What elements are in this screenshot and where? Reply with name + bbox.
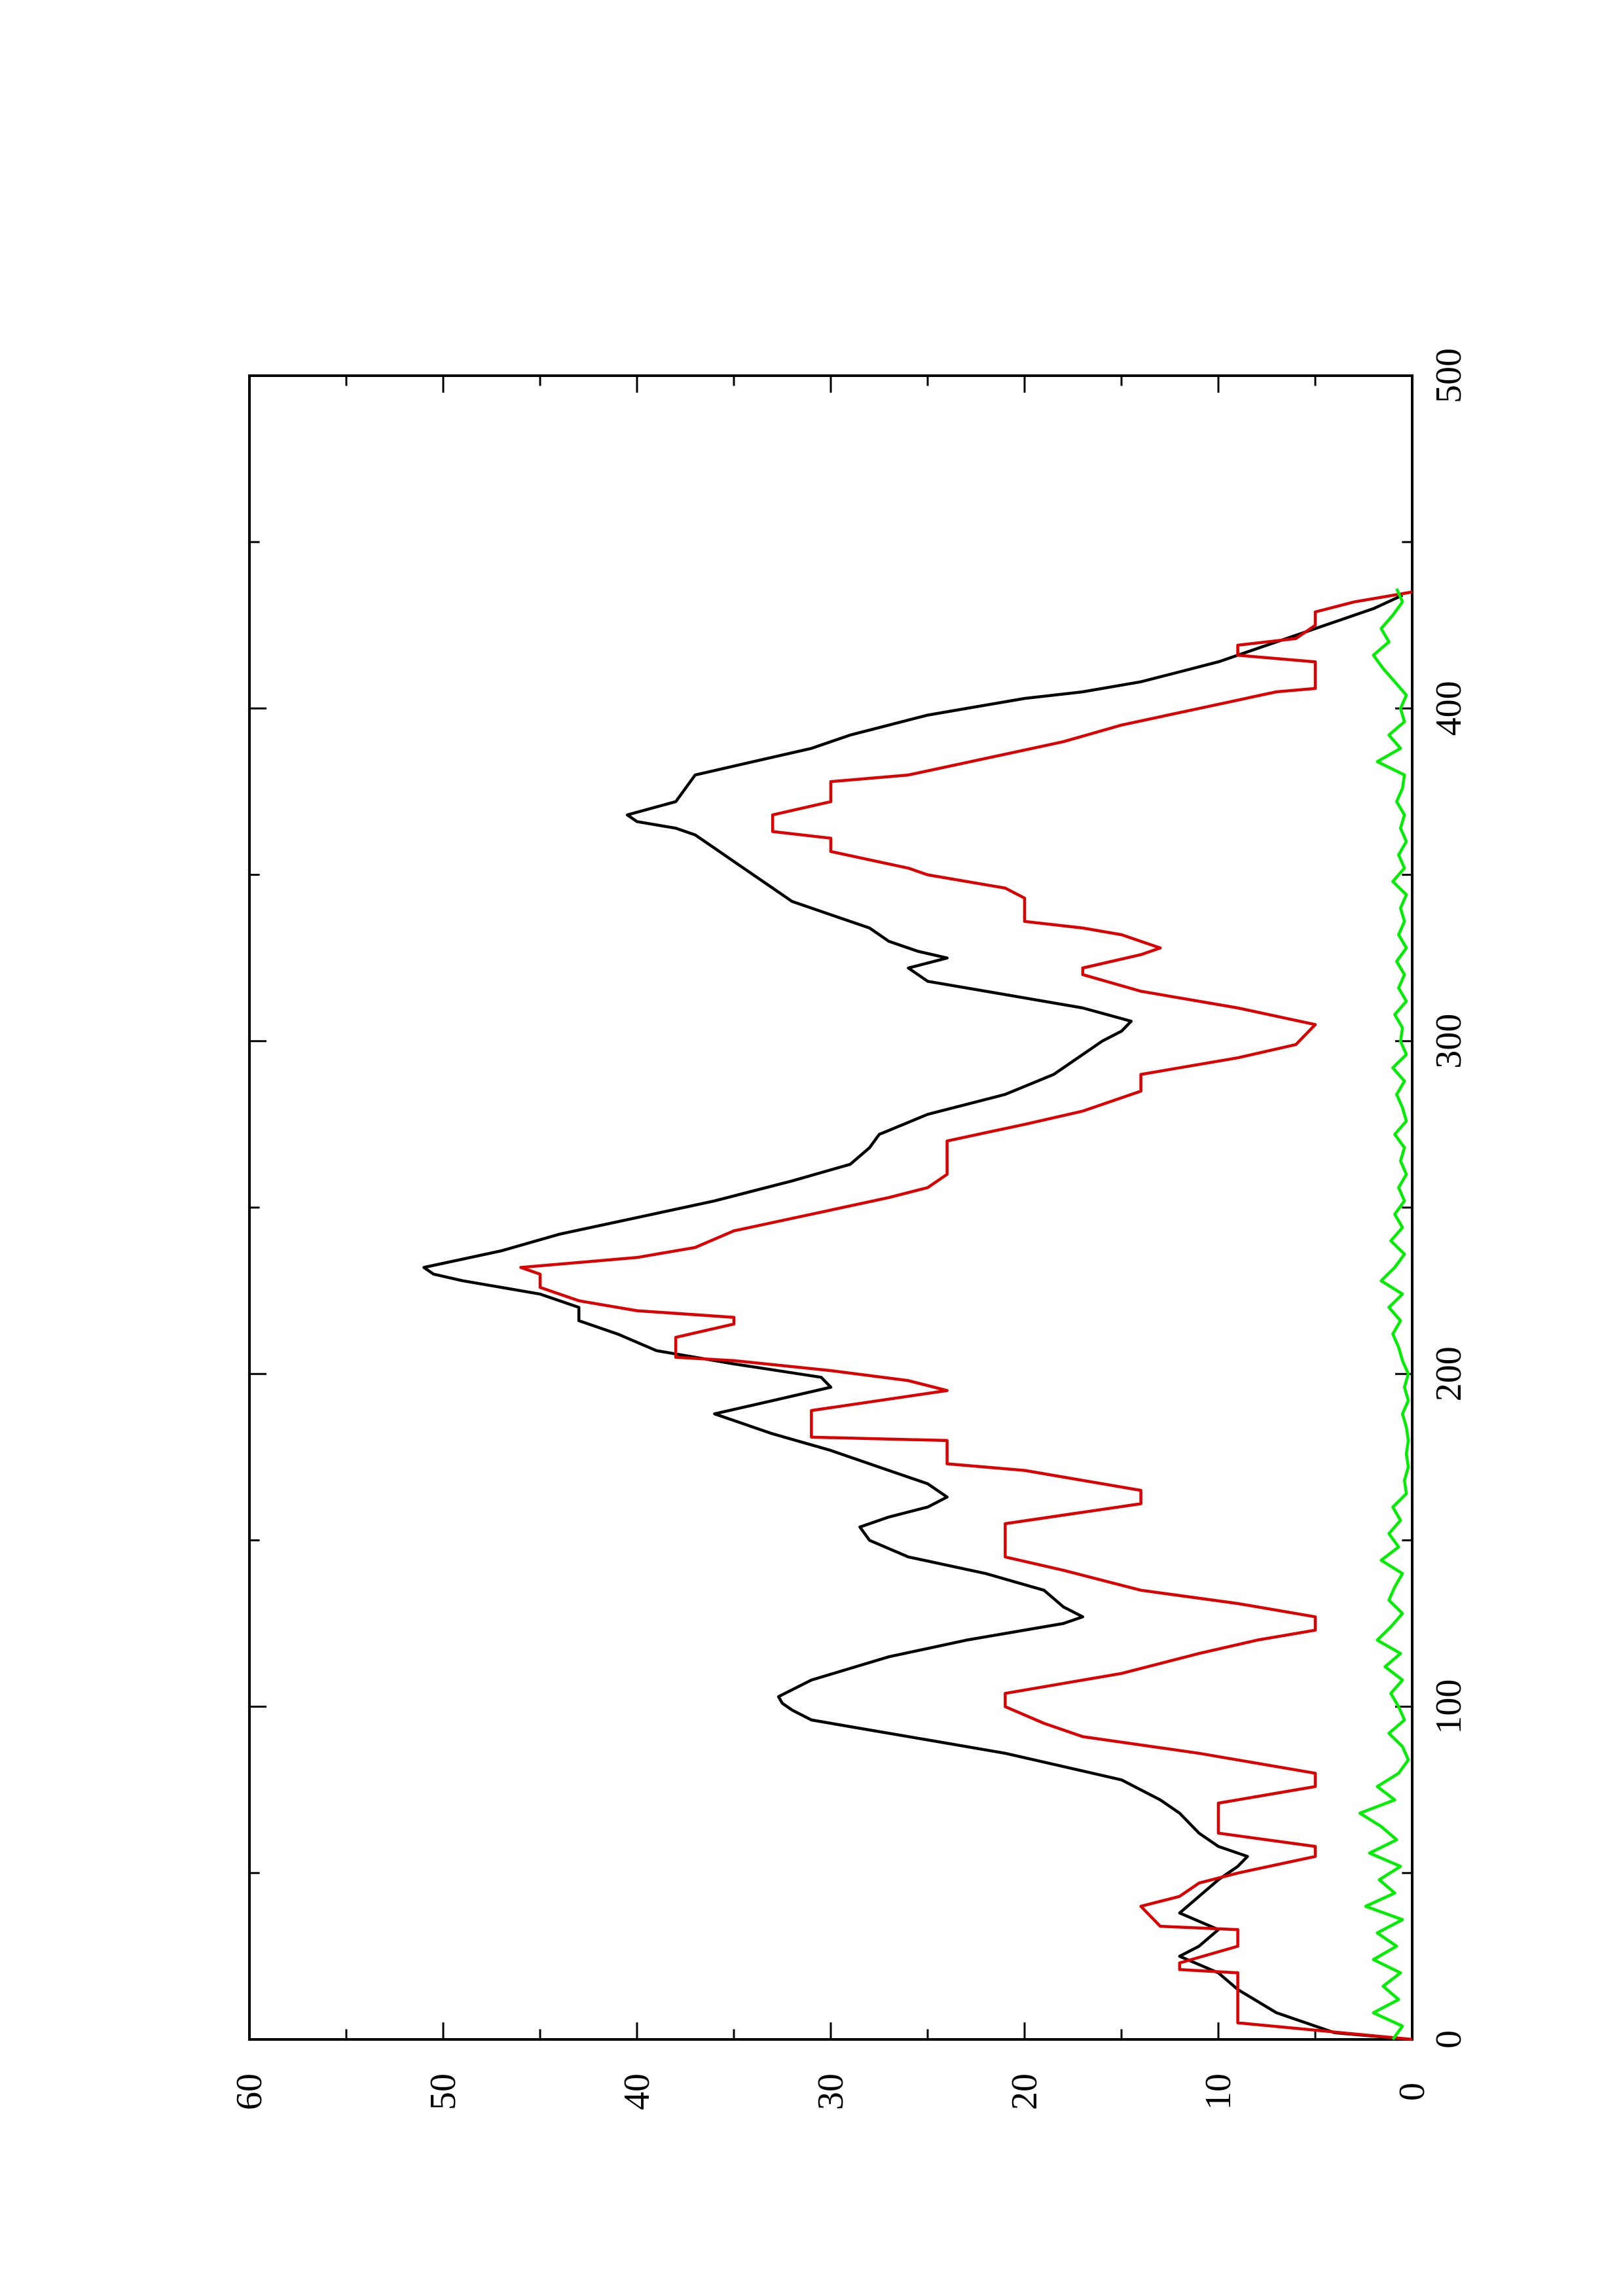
x-tick-label: 500 (1429, 348, 1469, 403)
y-tick-label: 60 (229, 2073, 270, 2110)
x-tick-label: 400 (1429, 681, 1469, 736)
y-tick-label: 0 (1392, 2083, 1432, 2101)
plot-frame (248, 374, 1413, 2041)
y-tick-label: 20 (1004, 2073, 1045, 2110)
tick-labels: 0 100 200 300 400 500 0 10 20 30 40 50 60 (229, 348, 1469, 2110)
y-tick-label: 50 (423, 2073, 464, 2110)
x-tick-label: 300 (1429, 1014, 1469, 1069)
series-black-line (422, 594, 1413, 2041)
x-tick-label: 100 (1429, 1679, 1469, 1734)
y-tick-label: 30 (811, 2073, 851, 2110)
axis-ticks (248, 374, 1413, 2041)
y-tick-label: 10 (1198, 2073, 1239, 2110)
series-layer (422, 588, 1413, 2041)
y-tick-label: 40 (617, 2073, 657, 2110)
x-tick-label: 200 (1429, 1346, 1469, 1401)
x-tick-label: 0 (1429, 2030, 1469, 2049)
series-red-line (519, 590, 1413, 2041)
series-green-line (1358, 588, 1410, 2041)
